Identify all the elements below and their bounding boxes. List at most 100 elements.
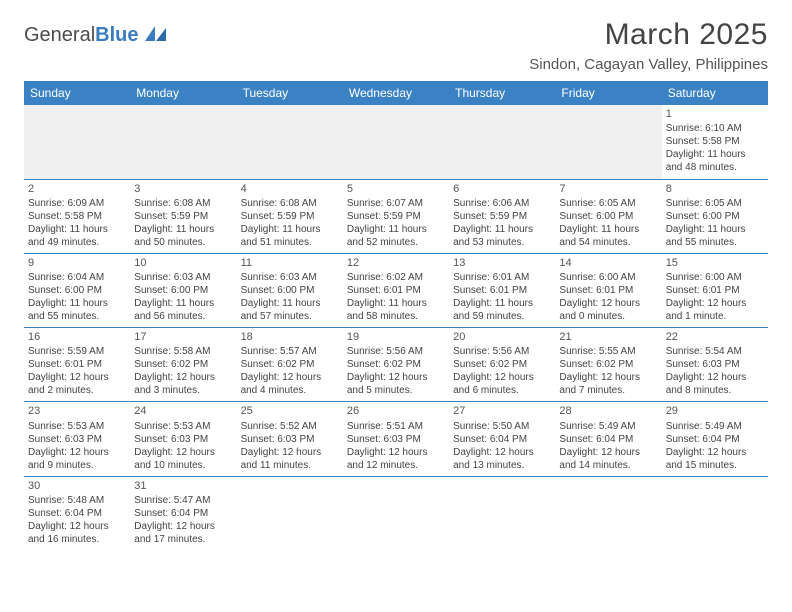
day-number: 19 bbox=[347, 330, 445, 344]
calendar-cell: 13Sunrise: 6:01 AMSunset: 6:01 PMDayligh… bbox=[449, 253, 555, 327]
daylight-line: Daylight: 12 hours and 5 minutes. bbox=[347, 371, 445, 397]
calendar-cell: 4Sunrise: 6:08 AMSunset: 5:59 PMDaylight… bbox=[237, 179, 343, 253]
day-number: 14 bbox=[559, 256, 657, 270]
daylight-line: Daylight: 11 hours and 55 minutes. bbox=[28, 297, 126, 323]
daylight-line: Daylight: 11 hours and 58 minutes. bbox=[347, 297, 445, 323]
sunset-line: Sunset: 6:01 PM bbox=[347, 284, 445, 297]
calendar-cell: 30Sunrise: 5:48 AMSunset: 6:04 PMDayligh… bbox=[24, 476, 130, 550]
day-number: 7 bbox=[559, 182, 657, 196]
sunset-line: Sunset: 6:02 PM bbox=[347, 358, 445, 371]
sunrise-line: Sunrise: 5:49 AM bbox=[559, 420, 657, 433]
day-number: 8 bbox=[666, 182, 764, 196]
sunrise-line: Sunrise: 6:03 AM bbox=[134, 271, 232, 284]
day-number: 4 bbox=[241, 182, 339, 196]
calendar-cell: 3Sunrise: 6:08 AMSunset: 5:59 PMDaylight… bbox=[130, 179, 236, 253]
calendar-body: 1Sunrise: 6:10 AMSunset: 5:58 PMDaylight… bbox=[24, 105, 768, 550]
sunrise-line: Sunrise: 6:05 AM bbox=[666, 197, 764, 210]
day-number: 29 bbox=[666, 404, 764, 418]
calendar-week: 2Sunrise: 6:09 AMSunset: 5:58 PMDaylight… bbox=[24, 179, 768, 253]
sunrise-line: Sunrise: 5:48 AM bbox=[28, 494, 126, 507]
calendar-cell: 10Sunrise: 6:03 AMSunset: 6:00 PMDayligh… bbox=[130, 253, 236, 327]
daylight-line: Daylight: 12 hours and 7 minutes. bbox=[559, 371, 657, 397]
sunset-line: Sunset: 6:02 PM bbox=[453, 358, 551, 371]
calendar-cell: 22Sunrise: 5:54 AMSunset: 6:03 PMDayligh… bbox=[662, 328, 768, 402]
daylight-line: Daylight: 11 hours and 48 minutes. bbox=[666, 148, 764, 174]
daylight-line: Daylight: 11 hours and 53 minutes. bbox=[453, 223, 551, 249]
page-root: GeneralBlue March 2025 Sindon, Cagayan V… bbox=[0, 0, 792, 612]
day-header: Saturday bbox=[662, 81, 768, 105]
daylight-line: Daylight: 11 hours and 59 minutes. bbox=[453, 297, 551, 323]
day-number: 17 bbox=[134, 330, 232, 344]
daylight-line: Daylight: 12 hours and 15 minutes. bbox=[666, 446, 764, 472]
sunrise-line: Sunrise: 6:00 AM bbox=[666, 271, 764, 284]
calendar-cell: 11Sunrise: 6:03 AMSunset: 6:00 PMDayligh… bbox=[237, 253, 343, 327]
calendar-cell bbox=[662, 476, 768, 550]
sunrise-line: Sunrise: 6:02 AM bbox=[347, 271, 445, 284]
calendar-cell: 9Sunrise: 6:04 AMSunset: 6:00 PMDaylight… bbox=[24, 253, 130, 327]
calendar-cell bbox=[343, 476, 449, 550]
sunrise-line: Sunrise: 5:54 AM bbox=[666, 345, 764, 358]
sunrise-line: Sunrise: 5:59 AM bbox=[28, 345, 126, 358]
header-row: GeneralBlue March 2025 Sindon, Cagayan V… bbox=[24, 18, 768, 73]
calendar-cell: 17Sunrise: 5:58 AMSunset: 6:02 PMDayligh… bbox=[130, 328, 236, 402]
daylight-line: Daylight: 12 hours and 13 minutes. bbox=[453, 446, 551, 472]
sunrise-line: Sunrise: 6:03 AM bbox=[241, 271, 339, 284]
sunset-line: Sunset: 6:03 PM bbox=[134, 433, 232, 446]
day-number: 20 bbox=[453, 330, 551, 344]
calendar-cell: 29Sunrise: 5:49 AMSunset: 6:04 PMDayligh… bbox=[662, 402, 768, 476]
logo-text: GeneralBlue bbox=[24, 24, 139, 47]
sunrise-line: Sunrise: 5:47 AM bbox=[134, 494, 232, 507]
calendar-cell bbox=[449, 476, 555, 550]
daylight-line: Daylight: 12 hours and 16 minutes. bbox=[28, 520, 126, 546]
sunset-line: Sunset: 6:03 PM bbox=[666, 358, 764, 371]
calendar-cell bbox=[449, 105, 555, 179]
calendar-cell: 5Sunrise: 6:07 AMSunset: 5:59 PMDaylight… bbox=[343, 179, 449, 253]
sunset-line: Sunset: 6:02 PM bbox=[559, 358, 657, 371]
location-line: Sindon, Cagayan Valley, Philippines bbox=[529, 56, 768, 73]
day-number: 13 bbox=[453, 256, 551, 270]
calendar-cell: 1Sunrise: 6:10 AMSunset: 5:58 PMDaylight… bbox=[662, 105, 768, 179]
logo-sail-icon bbox=[145, 26, 167, 42]
sunset-line: Sunset: 6:00 PM bbox=[241, 284, 339, 297]
day-header: Tuesday bbox=[237, 81, 343, 105]
day-number: 18 bbox=[241, 330, 339, 344]
calendar-cell: 21Sunrise: 5:55 AMSunset: 6:02 PMDayligh… bbox=[555, 328, 661, 402]
sunset-line: Sunset: 6:04 PM bbox=[666, 433, 764, 446]
sunrise-line: Sunrise: 6:09 AM bbox=[28, 197, 126, 210]
sunset-line: Sunset: 5:59 PM bbox=[134, 210, 232, 223]
sunset-line: Sunset: 6:04 PM bbox=[559, 433, 657, 446]
daylight-line: Daylight: 12 hours and 10 minutes. bbox=[134, 446, 232, 472]
daylight-line: Daylight: 11 hours and 56 minutes. bbox=[134, 297, 232, 323]
sunrise-line: Sunrise: 6:01 AM bbox=[453, 271, 551, 284]
day-number: 24 bbox=[134, 404, 232, 418]
day-number: 12 bbox=[347, 256, 445, 270]
logo-main: General bbox=[24, 24, 95, 47]
day-header: Wednesday bbox=[343, 81, 449, 105]
calendar-cell: 2Sunrise: 6:09 AMSunset: 5:58 PMDaylight… bbox=[24, 179, 130, 253]
daylight-line: Daylight: 11 hours and 51 minutes. bbox=[241, 223, 339, 249]
day-number: 6 bbox=[453, 182, 551, 196]
day-number: 26 bbox=[347, 404, 445, 418]
calendar-cell: 28Sunrise: 5:49 AMSunset: 6:04 PMDayligh… bbox=[555, 402, 661, 476]
sunset-line: Sunset: 5:59 PM bbox=[453, 210, 551, 223]
sunset-line: Sunset: 6:01 PM bbox=[453, 284, 551, 297]
day-number: 10 bbox=[134, 256, 232, 270]
sunset-line: Sunset: 6:03 PM bbox=[241, 433, 339, 446]
calendar-cell bbox=[237, 105, 343, 179]
calendar-cell: 14Sunrise: 6:00 AMSunset: 6:01 PMDayligh… bbox=[555, 253, 661, 327]
day-number: 23 bbox=[28, 404, 126, 418]
sunrise-line: Sunrise: 5:52 AM bbox=[241, 420, 339, 433]
day-number: 2 bbox=[28, 182, 126, 196]
day-number: 27 bbox=[453, 404, 551, 418]
calendar-week: 30Sunrise: 5:48 AMSunset: 6:04 PMDayligh… bbox=[24, 476, 768, 550]
sunrise-line: Sunrise: 5:58 AM bbox=[134, 345, 232, 358]
daylight-line: Daylight: 12 hours and 3 minutes. bbox=[134, 371, 232, 397]
day-number: 3 bbox=[134, 182, 232, 196]
daylight-line: Daylight: 11 hours and 54 minutes. bbox=[559, 223, 657, 249]
calendar-cell bbox=[237, 476, 343, 550]
title-block: March 2025 Sindon, Cagayan Valley, Phili… bbox=[529, 18, 768, 73]
day-number: 30 bbox=[28, 479, 126, 493]
calendar-cell bbox=[555, 476, 661, 550]
day-header: Friday bbox=[555, 81, 661, 105]
daylight-line: Daylight: 11 hours and 49 minutes. bbox=[28, 223, 126, 249]
